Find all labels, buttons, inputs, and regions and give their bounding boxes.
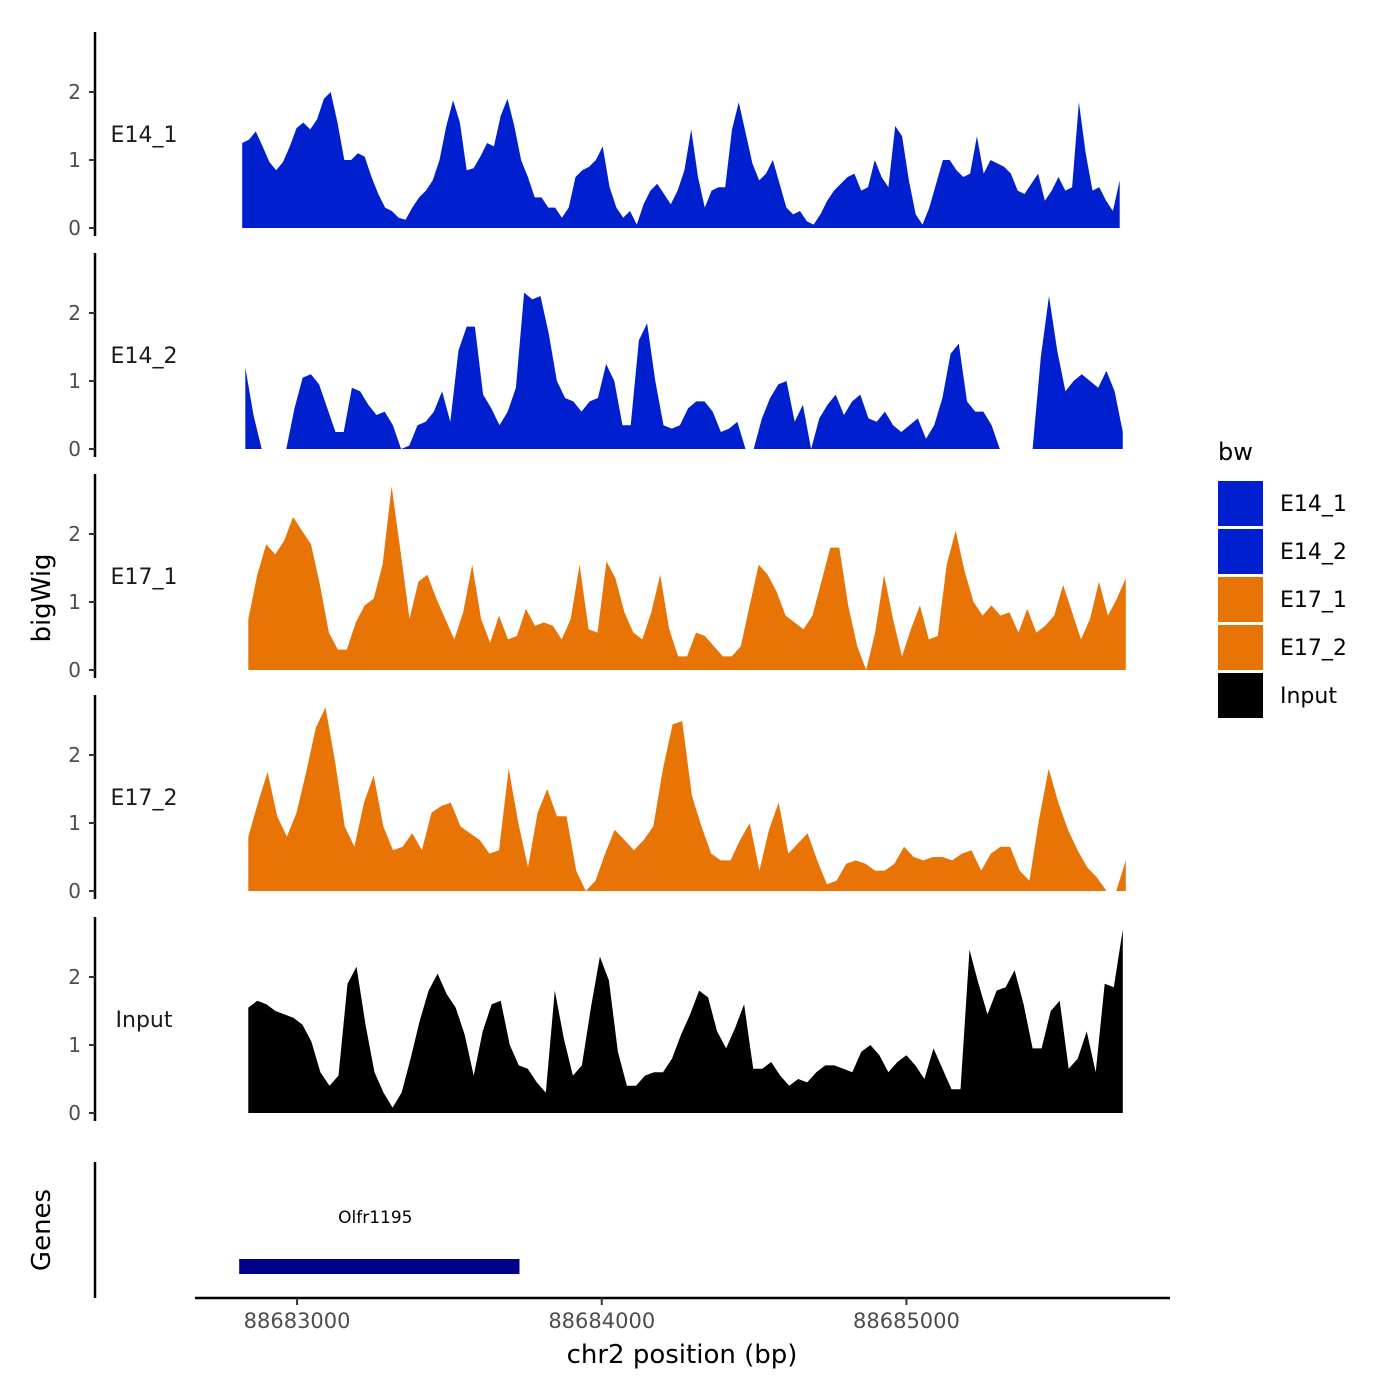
y-tick-label: 1 [68,590,81,614]
x-axis-title: chr2 position (bp) [567,1340,798,1370]
track-e17-2: 0 1 2 E17_2 [68,695,1126,903]
y-tick-label: 1 [68,1033,81,1057]
y-tick-label: 0 [68,216,81,240]
legend-label: Input [1280,684,1337,709]
y-tick-label: 2 [68,965,81,989]
x-tick-label: 88685000 [853,1309,960,1333]
legend-swatch [1218,577,1263,622]
legend-swatch [1218,481,1263,526]
y-tick-label: 2 [68,743,81,767]
y-tick-label: 2 [68,522,81,546]
gene-elements: Olfr1195 [239,1208,520,1274]
genes-track: Genes Olfr1195 [27,1162,520,1298]
y-tick-label: 1 [68,811,81,835]
y-tick-label: 2 [68,301,81,325]
area-input [248,929,1123,1113]
legend-label: E17_2 [1280,636,1347,661]
x-ticks: 88683000 88684000 88685000 [244,1298,960,1333]
legend-title: bw [1218,438,1253,466]
track-label: E17_2 [111,786,178,811]
track-panels: 0 1 2 E14_1 0 1 2 E14_2 0 1 2 E17_1 0 1 2 E17_2 0 1 2 Input [68,32,1126,1125]
x-tick-label: 88684000 [548,1309,655,1333]
area-e14-2 [245,292,1123,449]
legend-label: E17_1 [1280,588,1347,613]
legend-label: E14_2 [1280,540,1347,565]
y-tick-label: 2 [68,80,81,104]
track-label: E17_1 [111,565,178,590]
legend: bw E14_1 E14_2 E17_1 E17_2 Input [1218,438,1347,718]
track-label: E14_2 [111,344,178,369]
y-tick-label: 0 [68,879,81,903]
y-tick-label: 0 [68,658,81,682]
genes-track-title: Genes [27,1189,57,1271]
track-e14-1: 0 1 2 E14_1 [68,32,1120,240]
legend-items: E14_1 E14_2 E17_1 E17_2 Input [1218,481,1347,718]
gene-label: Olfr1195 [338,1208,412,1228]
legend-swatch [1218,673,1263,718]
y-tick-label: 1 [68,369,81,393]
gene-bar [239,1259,520,1274]
track-label: Input [116,1008,173,1033]
track-label: E14_1 [111,123,178,148]
track-e17-1: 0 1 2 E17_1 [68,474,1126,682]
area-e17-2 [248,707,1126,891]
x-axis: 88683000 88684000 88685000 chr2 position (… [195,1296,1170,1370]
legend-swatch [1218,529,1263,574]
legend-swatch [1218,625,1263,670]
y-tick-label: 0 [68,437,81,461]
area-e14-1 [242,92,1120,228]
track-e14-2: 0 1 2 E14_2 [68,253,1123,461]
legend-label: E14_1 [1280,492,1347,517]
y-axis-title: bigWig [27,553,57,642]
area-e17-1 [248,486,1126,670]
track-input: 0 1 2 Input [68,917,1123,1125]
x-tick-label: 88683000 [244,1309,351,1333]
y-tick-label: 1 [68,148,81,172]
y-tick-label: 0 [68,1101,81,1125]
